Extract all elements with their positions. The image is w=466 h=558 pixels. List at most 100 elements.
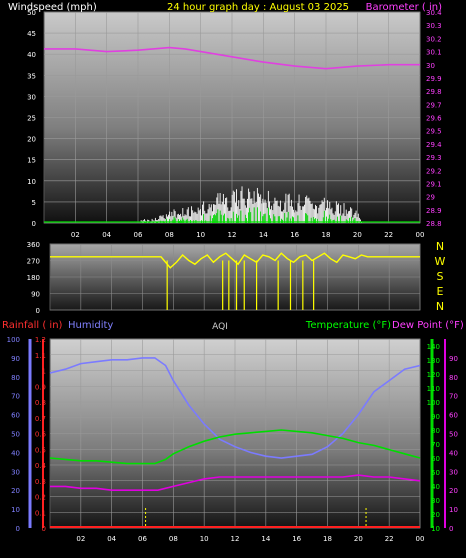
time-tick-label: 16 [292, 535, 301, 543]
barometer-tick-label: 29.5 [426, 128, 442, 136]
rainfall-axis-label: Rainfall ( in) [2, 320, 63, 331]
windspeed-axis-label: Windspeed (mph) [8, 2, 97, 13]
rainfall-tick-label: 1.1 [35, 352, 46, 360]
windspeed-tick-label: 40 [27, 51, 36, 59]
time-tick-label: 06 [138, 535, 147, 543]
time-tick-label: 08 [165, 231, 174, 239]
windspeed-tick-label: 45 [27, 30, 36, 38]
time-tick-label: 22 [384, 231, 393, 239]
time-tick-label: 20 [354, 535, 363, 543]
temperature-tick-label: 10 [431, 525, 440, 533]
windspeed-tick-label: 25 [27, 115, 36, 123]
windspeed-tick-label: 30 [27, 93, 36, 101]
temperature-tick-label: 70 [431, 441, 440, 449]
barometer-line [44, 46, 420, 70]
direction-tick-label: 180 [27, 274, 40, 282]
rainfall-tick-label: 0.7 [35, 415, 46, 423]
barometer-tick-label: 29.4 [426, 141, 442, 149]
wind-barometer-panel: 0 5 10 15 20 25 30 35 40 45 50 28.8 28.9 29 29.1 29.2 2… [8, 2, 442, 239]
windspeed-tick-label: 15 [27, 157, 36, 165]
dewpoint-tick-label: 80 [449, 374, 458, 382]
rainfall-tick-label: 0.3 [35, 478, 46, 486]
rainfall-tick-label: 0.5 [35, 446, 46, 454]
aqi-label: AQI [212, 322, 228, 332]
barometer-tick-label: 30.2 [426, 35, 442, 43]
direction-tick-label: 270 [27, 258, 40, 266]
compass-label: N [436, 300, 444, 313]
barometer-tick-label: 29.9 [426, 75, 442, 83]
time-tick-label: 00 [416, 535, 425, 543]
time-tick-label: 20 [353, 231, 362, 239]
barometer-tick-label: 30.1 [426, 49, 442, 57]
windspeed-tick-label: 10 [27, 178, 36, 186]
humidity-tick-label: 90 [11, 355, 20, 363]
humidity-tick-label: 60 [11, 412, 20, 420]
barometer-tick-label: 29.7 [426, 101, 442, 109]
time-tick-label: 02 [76, 535, 85, 543]
rainfall-tick-label: 0.4 [35, 462, 47, 470]
time-tick-label: 02 [71, 231, 80, 239]
temperature-axis-label: Temperature (°F) [305, 320, 391, 331]
temperature-humidity-panel: 0 0.1 0.2 0.3 0.4 0.5 0.6 0.7 0.8 0.9 1 1.1 1.2 0 10 2… [2, 320, 464, 543]
barometer-tick-label: 28.9 [426, 207, 442, 215]
dewpoint-tick-label: 0 [449, 525, 453, 533]
temperature-tick-label: 40 [431, 483, 440, 491]
time-tick-label: 18 [322, 231, 331, 239]
rainfall-tick-label: 1.2 [35, 336, 46, 344]
time-tick-label: 04 [102, 231, 111, 239]
compass-label: S [437, 270, 444, 283]
direction-tick-label: 360 [27, 241, 40, 249]
dewpoint-line [50, 474, 421, 492]
rainfall-tick-label: 0.1 [35, 509, 46, 517]
humidity-tick-label: 50 [11, 431, 20, 439]
humidity-tick-label: 70 [11, 393, 20, 401]
humidity-line [49, 357, 421, 459]
compass-label: E [437, 285, 444, 298]
temperature-tick-label: 120 [427, 371, 440, 379]
time-tick-label: 12 [231, 535, 240, 543]
dewpoint-tick-label: 70 [449, 393, 458, 401]
barometer-axis-label: Barometer ( in) [366, 2, 442, 13]
barometer-tick-label: 30.3 [426, 22, 442, 30]
graph-title: 24 hour graph day : August 03 2025 [167, 2, 349, 13]
temperature-tick-label: 20 [431, 511, 440, 519]
direction-tick-label: 0 [36, 307, 40, 315]
dewpoint-tick-label: 20 [449, 487, 458, 495]
direction-tick-label: 90 [31, 291, 40, 299]
temperature-tick-label: 130 [427, 357, 440, 365]
time-tick-label: 14 [261, 535, 270, 543]
time-tick-label: 14 [259, 231, 268, 239]
windspeed-tick-label: 50 [27, 9, 36, 17]
barometer-tick-label: 29.8 [426, 88, 442, 96]
time-tick-label: 08 [169, 535, 178, 543]
rainfall-tick-label: 1 [42, 368, 46, 376]
humidity-tick-label: 30 [11, 468, 20, 476]
windspeed-tick-label: 5 [32, 199, 36, 207]
humidity-tick-label: 80 [11, 374, 20, 382]
temperature-tick-label: 110 [427, 385, 440, 393]
barometer-tick-label: 29 [426, 194, 435, 202]
humidity-tick-label: 10 [11, 506, 20, 514]
dewpoint-axis-label: Dew Point (°F) [392, 320, 464, 331]
dewpoint-tick-label: 60 [449, 412, 458, 420]
windspeed-tick-label: 0 [32, 220, 36, 228]
time-tick-label: 00 [416, 231, 425, 239]
time-tick-label: 22 [385, 535, 394, 543]
rainfall-tick-label: 0 [42, 525, 46, 533]
rainfall-tick-label: 0.6 [35, 431, 47, 439]
time-tick-label: 18 [323, 535, 332, 543]
barometer-tick-label: 29.6 [426, 115, 442, 123]
temperature-tick-label: 30 [431, 497, 440, 505]
barometer-tick-label: 29.2 [426, 167, 442, 175]
humidity-tick-label: 20 [11, 487, 20, 495]
temperature-tick-label: 100 [427, 399, 440, 407]
temperature-tick-label: 80 [431, 427, 440, 435]
temperature-line [49, 429, 421, 465]
windspeed-tick-label: 20 [27, 136, 36, 144]
compass-label: W [435, 255, 446, 268]
humidity-tick-label: 100 [7, 336, 20, 344]
temperature-tick-label: 90 [431, 413, 440, 421]
barometer-tick-label: 30.4 [426, 9, 442, 17]
